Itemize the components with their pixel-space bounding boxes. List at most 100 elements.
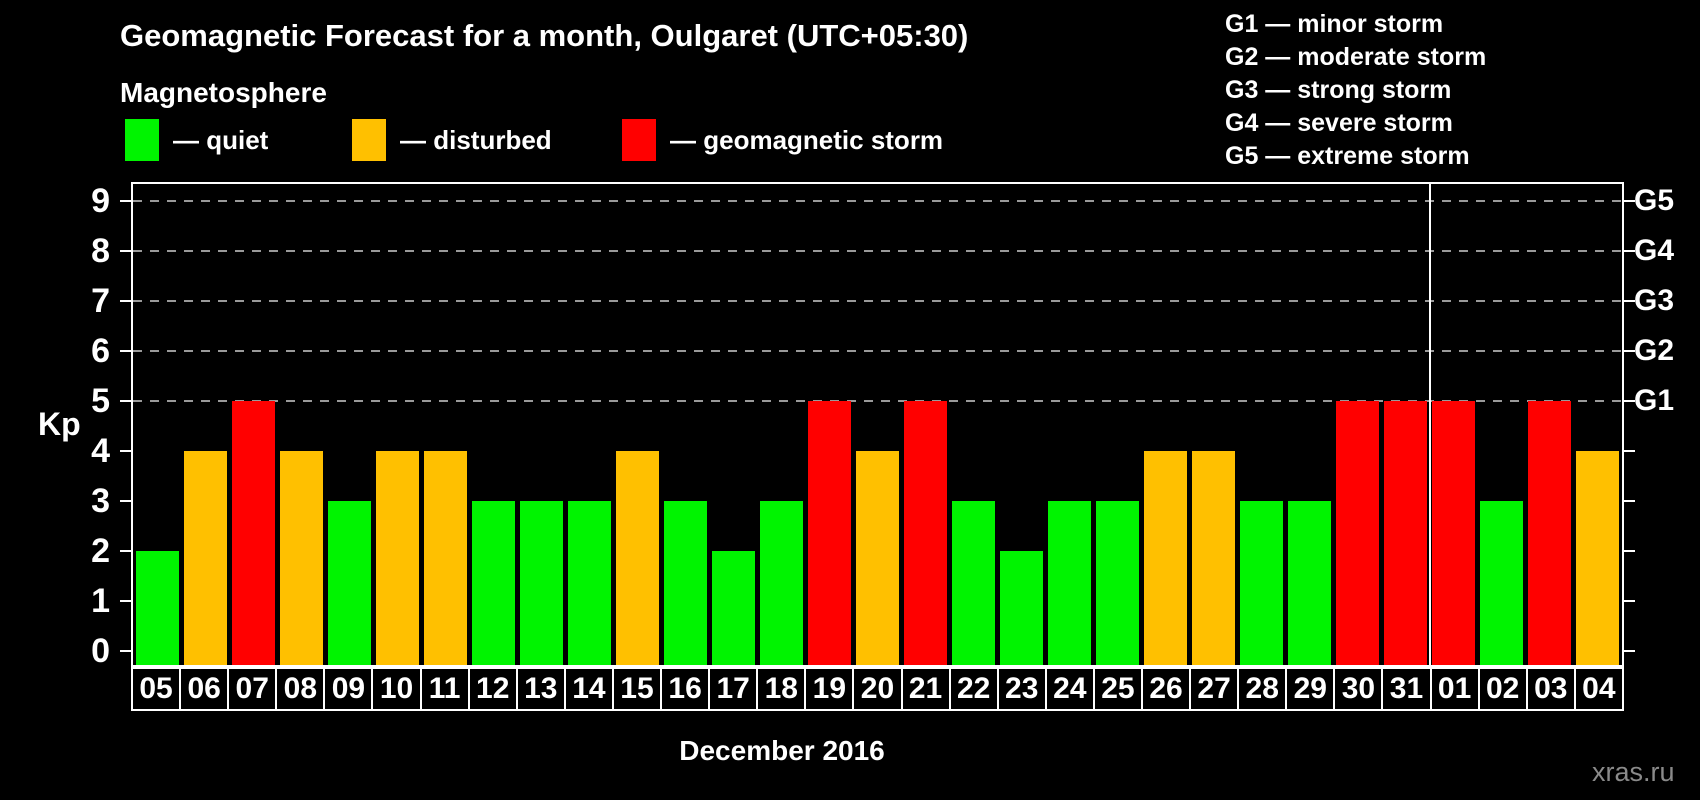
x-axis-date-box-11: 11	[422, 669, 470, 709]
disturbed-color-swatch	[352, 119, 386, 161]
legend-item-quiet: — quiet	[125, 118, 268, 162]
x-axis-date-box-18: 18	[758, 669, 807, 709]
x-axis-date-box-25: 25	[1095, 669, 1143, 709]
y-axis-tick-6	[120, 350, 131, 352]
bar-day-16	[663, 501, 707, 665]
bar-day-11	[423, 451, 467, 665]
x-axis-date-box-23: 23	[999, 669, 1047, 709]
x-axis-date-box-31: 31	[1383, 669, 1432, 709]
y-axis-tick-3	[120, 500, 131, 502]
right-axis-tick-2	[1624, 550, 1635, 552]
bar-day-17	[711, 551, 755, 665]
y-axis-tick-0	[120, 650, 131, 652]
right-axis-label-g2: G2	[1634, 334, 1675, 367]
x-axis-date-box-17: 17	[710, 669, 759, 709]
plot-area: 0 1 2 3 4 5 6 7 8 9 G1 G2 G3 G4 G5	[91, 182, 1674, 669]
x-axis-date-box-30: 30	[1335, 669, 1384, 709]
bar-day-20	[855, 451, 899, 665]
y-axis-tick-label-5: 5	[91, 382, 110, 420]
chart-title: Geomagnetic Forecast for a month, Oulgar…	[120, 18, 969, 53]
x-axis-date-box-04: 04	[1582, 672, 1616, 705]
y-axis-tick-7	[120, 300, 131, 302]
bar-day-15	[615, 451, 659, 665]
x-axis-date-box-21: 21	[903, 669, 951, 709]
watermark: xras.ru	[1592, 757, 1675, 787]
g-legend-line-g2: G2 — moderate storm	[1225, 43, 1487, 71]
bar-day-04	[1576, 451, 1620, 665]
bar-day-23	[1000, 551, 1044, 665]
y-axis-tick-1	[120, 600, 131, 602]
x-axis-date-box-06: 06	[181, 669, 230, 709]
y-axis-tick-label-1: 1	[91, 582, 110, 620]
g-legend-line-g3: G3 — strong storm	[1225, 76, 1452, 104]
x-axis-date-box-09: 09	[325, 669, 374, 709]
quiet-color-swatch	[125, 119, 159, 161]
month-separator-line	[1428, 184, 1431, 665]
bar-day-21	[904, 401, 948, 665]
legend-label-quiet: — quiet	[173, 124, 269, 155]
storm-color-swatch	[622, 119, 656, 161]
right-axis-tick-0	[1624, 650, 1635, 652]
x-axis-date-box-28: 28	[1239, 669, 1288, 709]
x-axis-title: December 2016	[679, 735, 885, 766]
x-axis-date-box-20: 20	[854, 669, 903, 709]
bar-day-07	[231, 401, 275, 665]
y-axis-tick-label-9: 9	[91, 182, 110, 220]
right-axis-tick-3	[1624, 500, 1635, 502]
bar-day-12	[471, 501, 515, 665]
bar-day-09	[327, 501, 371, 665]
y-axis-tick-label-3: 3	[91, 482, 110, 520]
y-axis-tick-4	[120, 450, 131, 452]
bar-day-06	[183, 451, 227, 665]
right-axis-label-g5: G5	[1634, 184, 1675, 217]
x-axis-date-box-13: 13	[518, 669, 566, 709]
x-axis-date-box-19: 19	[806, 669, 855, 709]
g-legend-line-g5: G5 — extreme storm	[1225, 142, 1470, 170]
x-axis-date-box-24: 24	[1047, 669, 1095, 709]
right-axis-label-g1: G1	[1634, 384, 1675, 417]
bar-day-18	[759, 501, 803, 665]
bar-day-30	[1336, 401, 1380, 665]
right-axis-tick-4	[1624, 450, 1635, 452]
x-axis-date-box-07: 07	[229, 669, 278, 709]
gridline-kp5	[133, 400, 1622, 402]
bar-day-29	[1288, 501, 1332, 665]
right-axis-tick-7	[1624, 300, 1635, 302]
y-axis-tick-label-7: 7	[91, 282, 110, 320]
x-axis-date-box-26: 26	[1143, 669, 1192, 709]
x-axis-date-box-22: 22	[951, 669, 999, 709]
y-axis-tick-label-8: 8	[91, 232, 110, 270]
right-axis-label-g3: G3	[1634, 284, 1675, 317]
y-axis-tick-label-2: 2	[91, 532, 110, 570]
bar-day-05	[135, 551, 179, 665]
right-axis-tick-6	[1624, 350, 1635, 352]
bar-day-10	[375, 451, 419, 665]
g-scale-legend: G1 — minor storm G2 — moderate storm G3 — …	[1225, 8, 1486, 173]
x-axis-date-box-01: 01	[1432, 669, 1480, 709]
bar-day-27	[1192, 451, 1236, 665]
bar-day-19	[807, 401, 851, 665]
bar-day-26	[1144, 451, 1188, 665]
y-axis-tick-label-6: 6	[91, 332, 110, 370]
x-axis-date-box-08: 08	[277, 669, 326, 709]
y-axis-tick-label-4: 4	[91, 432, 110, 470]
bar-day-28	[1240, 501, 1284, 665]
right-axis-label-g4: G4	[1634, 234, 1675, 267]
gridline-kp7	[133, 300, 1622, 302]
legend-item-disturbed: — disturbed	[352, 118, 552, 162]
y-axis-title: Kp	[38, 406, 81, 442]
gridline-kp9	[133, 200, 1622, 202]
x-axis-date-box-03: 03	[1528, 669, 1576, 709]
bar-day-02	[1480, 501, 1524, 665]
x-axis-date-box-14: 14	[566, 669, 614, 709]
x-axis-date-box-02: 02	[1480, 669, 1528, 709]
bar-day-22	[952, 501, 996, 665]
right-axis-tick-9	[1624, 200, 1635, 202]
x-axis-date-box-10: 10	[373, 669, 422, 709]
right-axis-tick-1	[1624, 600, 1635, 602]
bar-day-25	[1096, 501, 1140, 665]
right-axis-tick-8	[1624, 250, 1635, 252]
gridline-kp6	[133, 350, 1622, 352]
bar-day-24	[1048, 501, 1092, 665]
